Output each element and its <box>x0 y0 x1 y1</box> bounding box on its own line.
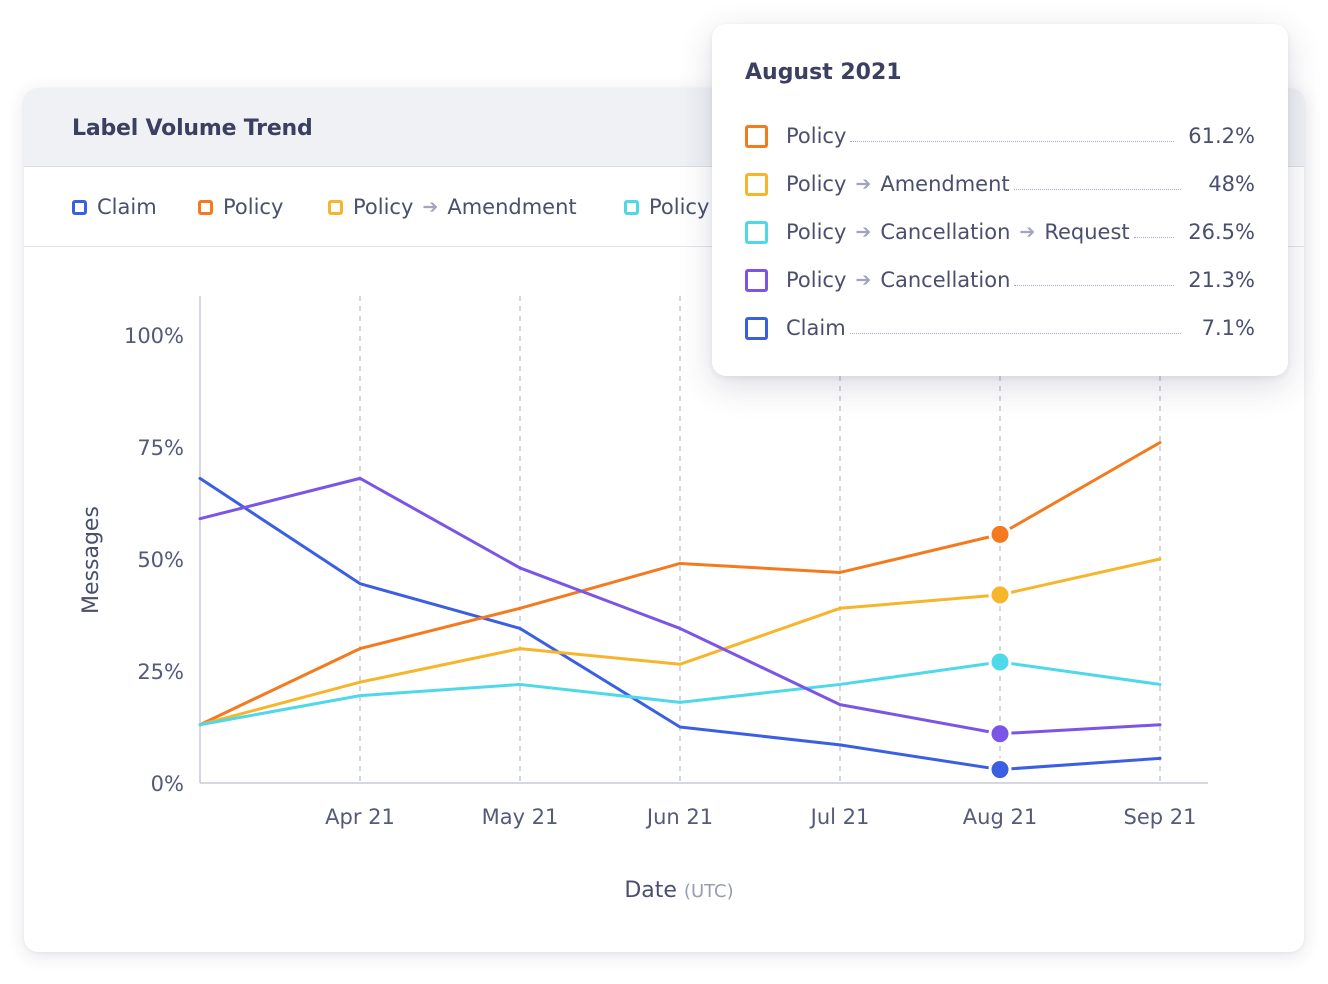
label-part: Policy <box>223 195 284 219</box>
data-point-marker[interactable] <box>988 722 1012 746</box>
data-point-marker[interactable] <box>988 758 1012 782</box>
x-axis-label: Date <box>624 878 684 903</box>
arrow-right-icon: ➔ <box>855 269 872 291</box>
legend-swatch-icon <box>624 199 639 215</box>
dotted-leader <box>1014 284 1175 286</box>
x-tick-label: Aug 21 <box>963 805 1037 829</box>
dotted-leader <box>850 140 1175 142</box>
tooltip-value: 26.5% <box>1188 220 1255 244</box>
tooltip-label: Policy ➔ Amendment <box>786 172 1010 196</box>
label-part: Cancellation <box>880 268 1011 292</box>
tooltip-swatch-icon <box>745 124 768 148</box>
label-part: Policy <box>649 195 710 219</box>
tooltip-label: Policy <box>786 124 846 148</box>
legend-item[interactable]: Claim <box>72 195 157 219</box>
label-part: Request <box>1044 220 1130 244</box>
y-tick-label: 50% <box>137 548 184 572</box>
x-tick-label: Jul 21 <box>809 805 870 829</box>
arrow-right-icon: ➔ <box>855 173 872 195</box>
series-line <box>198 660 1162 727</box>
legend-swatch-icon <box>72 199 87 215</box>
tooltip-row: Claim 7.1% <box>745 313 1255 343</box>
tooltip-swatch-icon <box>745 316 768 340</box>
y-axis-title: Messages <box>79 506 104 614</box>
x-axis-title: Date (UTC) <box>624 878 733 903</box>
x-tick-label: Apr 21 <box>325 805 395 829</box>
hover-tooltip: August 2021 Policy 61.2% Policy ➔ Amendment 4… <box>712 24 1288 376</box>
tooltip-label: Claim <box>786 316 846 340</box>
legend-swatch-icon <box>328 199 343 215</box>
label-part: Amendment <box>447 195 577 219</box>
y-tick-label: 0% <box>151 772 184 796</box>
legend-swatch-icon <box>198 199 213 215</box>
dotted-leader <box>1013 188 1181 190</box>
data-point-marker[interactable] <box>988 583 1012 607</box>
x-tick-label: May 21 <box>482 805 559 829</box>
tooltip-label: Policy ➔ Cancellation <box>786 268 1010 292</box>
tooltip-value: 48% <box>1208 172 1255 196</box>
tooltip-row: Policy ➔ Cancellation 21.3% <box>745 265 1255 295</box>
label-part: Policy <box>786 124 847 148</box>
legend-item[interactable]: Policy <box>198 195 283 219</box>
tooltip-row: Policy ➔ Cancellation ➔ Request 26.5% <box>745 217 1255 247</box>
tooltip-row: Policy 61.2% <box>745 121 1255 151</box>
y-tick-label: 100% <box>124 324 184 348</box>
arrow-right-icon: ➔ <box>1019 221 1036 243</box>
data-point-marker[interactable] <box>988 650 1012 674</box>
tooltip-value: 61.2% <box>1188 124 1255 148</box>
card-title: Label Volume Trend <box>72 116 313 141</box>
x-tick-label: Sep 21 <box>1124 805 1197 829</box>
tooltip-swatch-icon <box>745 172 768 196</box>
label-part: Amendment <box>880 172 1010 196</box>
label-part: Policy <box>786 220 847 244</box>
tooltip-label: Policy ➔ Cancellation ➔ Request <box>786 220 1130 244</box>
label-part: Claim <box>786 316 846 340</box>
y-tick-label: 25% <box>137 660 184 684</box>
label-part: Claim <box>97 195 157 219</box>
tooltip-swatch-icon <box>745 220 768 244</box>
tooltip-value: 7.1% <box>1201 316 1255 340</box>
tooltip-row: Policy ➔ Amendment 48% <box>745 169 1255 199</box>
label-part: Cancellation <box>880 220 1011 244</box>
data-point-marker[interactable] <box>988 522 1012 546</box>
dotted-leader <box>849 332 1181 334</box>
legend-item[interactable]: Policy ➔ Amendment <box>328 195 577 219</box>
series-line <box>198 476 1162 772</box>
x-tick-label: Jun 21 <box>645 805 713 829</box>
legend-item[interactable]: Policy <box>624 195 709 219</box>
arrow-right-icon: ➔ <box>855 221 872 243</box>
label-part: Policy <box>353 195 414 219</box>
tooltip-value: 21.3% <box>1188 268 1255 292</box>
legend-bar: Claim Policy Policy ➔ Amendment Policy <box>24 167 1304 247</box>
arrow-right-icon: ➔ <box>422 196 439 218</box>
y-tick-label: 75% <box>137 436 184 460</box>
dotted-leader <box>1133 236 1175 238</box>
x-axis-unit: (UTC) <box>684 881 734 902</box>
label-part: Policy <box>786 172 847 196</box>
label-part: Policy <box>786 268 847 292</box>
tooltip-swatch-icon <box>745 268 768 292</box>
tooltip-title: August 2021 <box>745 60 902 85</box>
series-line <box>198 441 1162 727</box>
